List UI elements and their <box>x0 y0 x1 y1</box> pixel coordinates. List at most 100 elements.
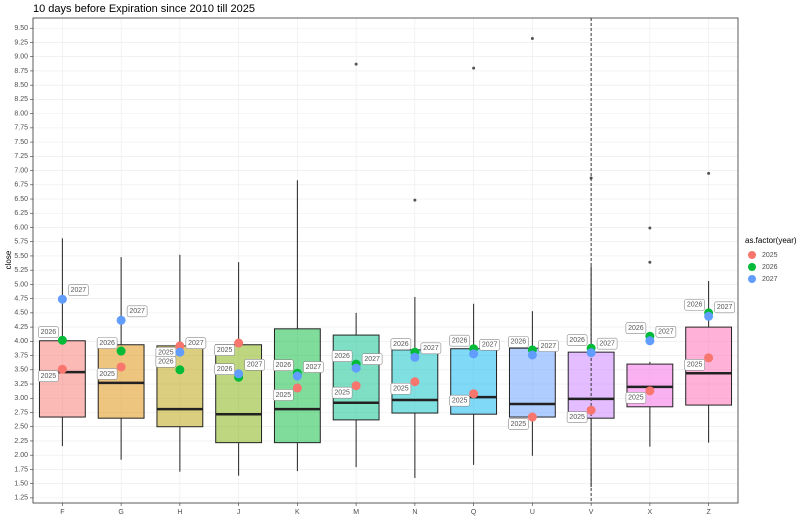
label-box <box>273 389 294 401</box>
point <box>645 386 655 396</box>
label-text: 2026 <box>334 353 350 360</box>
label-box <box>655 325 677 338</box>
label-box <box>449 394 470 407</box>
point <box>586 348 596 358</box>
y-tick-label: 7.75 <box>14 125 28 132</box>
outlier <box>648 260 652 264</box>
label-box <box>625 322 647 335</box>
point-label: 2025 <box>390 382 412 395</box>
label-text: 2027 <box>599 341 615 348</box>
y-tick-label: 9.50 <box>14 25 28 32</box>
label-box <box>38 326 59 338</box>
label-box <box>625 392 647 404</box>
outlier <box>589 176 593 180</box>
x-tick-label: M <box>353 509 359 516</box>
point <box>116 315 126 325</box>
box <box>97 344 145 419</box>
x-tick-label: Q <box>471 509 477 516</box>
label-box <box>68 284 89 297</box>
label-text: 2027 <box>129 308 145 315</box>
label-box <box>390 382 412 395</box>
label-box <box>214 344 235 356</box>
y-tick-label: 4.25 <box>14 324 28 331</box>
label-box <box>596 337 618 350</box>
label-text: 2027 <box>541 343 557 350</box>
point <box>704 353 714 363</box>
point-label: 2025 <box>331 386 353 399</box>
outlier <box>707 171 711 175</box>
point-label: 2026 <box>38 326 59 338</box>
point <box>292 383 302 393</box>
label-text: 2025 <box>511 421 527 428</box>
y-tick-label: 1.25 <box>14 495 28 502</box>
label-text: 2027 <box>188 340 204 347</box>
point <box>410 352 420 362</box>
y-tick-label: 8.25 <box>14 96 28 103</box>
label-text: 2026 <box>628 325 644 332</box>
point-label: 2027 <box>126 305 148 318</box>
x-tick-label: G <box>118 509 123 516</box>
point-label: 2027 <box>244 358 265 371</box>
label-box <box>273 359 294 372</box>
y-tick-label: 5.00 <box>14 281 28 288</box>
legend-label: 2025 <box>762 252 778 259</box>
y-tick-label: 8.75 <box>14 68 28 75</box>
legend-swatch <box>748 263 756 271</box>
label-text: 2025 <box>452 398 468 405</box>
y-tick-label: 6.00 <box>14 224 28 231</box>
y-tick-label: 7.00 <box>14 167 28 174</box>
x-tick-label: F <box>60 509 64 516</box>
point-label: 2025 <box>273 389 294 401</box>
label-text: 2027 <box>423 345 439 352</box>
legend-label: 2026 <box>762 264 778 271</box>
point <box>292 371 302 381</box>
label-text: 2027 <box>247 362 263 369</box>
label-text: 2026 <box>99 340 115 347</box>
point-label: 2026 <box>508 336 529 348</box>
label-text: 2025 <box>41 373 57 380</box>
label-text: 2025 <box>628 395 644 402</box>
y-tick-label: 4.00 <box>14 338 28 345</box>
point-label: 2025 <box>96 368 118 380</box>
outlier <box>413 198 417 202</box>
point-label: 2025 <box>508 418 529 430</box>
y-tick-label: 3.25 <box>14 381 28 388</box>
point-label: 2027 <box>420 342 442 355</box>
outlier <box>354 62 358 66</box>
point <box>234 338 244 348</box>
outlier <box>472 66 476 70</box>
panel-border <box>32 17 739 504</box>
label-box <box>684 299 705 311</box>
label-text: 2025 <box>217 347 233 354</box>
y-tick-label: 1.75 <box>14 466 28 473</box>
point-label: 2027 <box>479 339 500 351</box>
box <box>332 334 380 421</box>
label-text: 2027 <box>364 356 380 363</box>
legend-label: 2027 <box>762 276 778 283</box>
point-label: 2025 <box>38 370 59 383</box>
label-text: 2026 <box>276 362 292 369</box>
point-label: 2026 <box>331 350 353 362</box>
label-box <box>420 342 442 355</box>
label-text: 2025 <box>569 414 585 421</box>
point <box>234 369 244 379</box>
label-box <box>449 334 470 347</box>
point-label: 2026 <box>96 337 118 349</box>
x-tick-label: N <box>412 509 417 516</box>
point-label: 2027 <box>185 337 207 349</box>
point-label: 2025 <box>684 359 705 371</box>
point <box>469 389 479 399</box>
label-text: 2025 <box>687 362 703 369</box>
outlier <box>648 226 652 230</box>
point-label: 2026 <box>625 322 647 335</box>
label-box <box>566 411 588 424</box>
y-tick-label: 3.00 <box>14 395 28 402</box>
label-box <box>303 361 324 373</box>
y-tick-label: 7.25 <box>14 153 28 160</box>
point <box>586 405 596 415</box>
label-box <box>126 305 148 318</box>
point <box>116 362 126 372</box>
y-tick-label: 2.50 <box>14 424 28 431</box>
label-box <box>390 338 412 350</box>
